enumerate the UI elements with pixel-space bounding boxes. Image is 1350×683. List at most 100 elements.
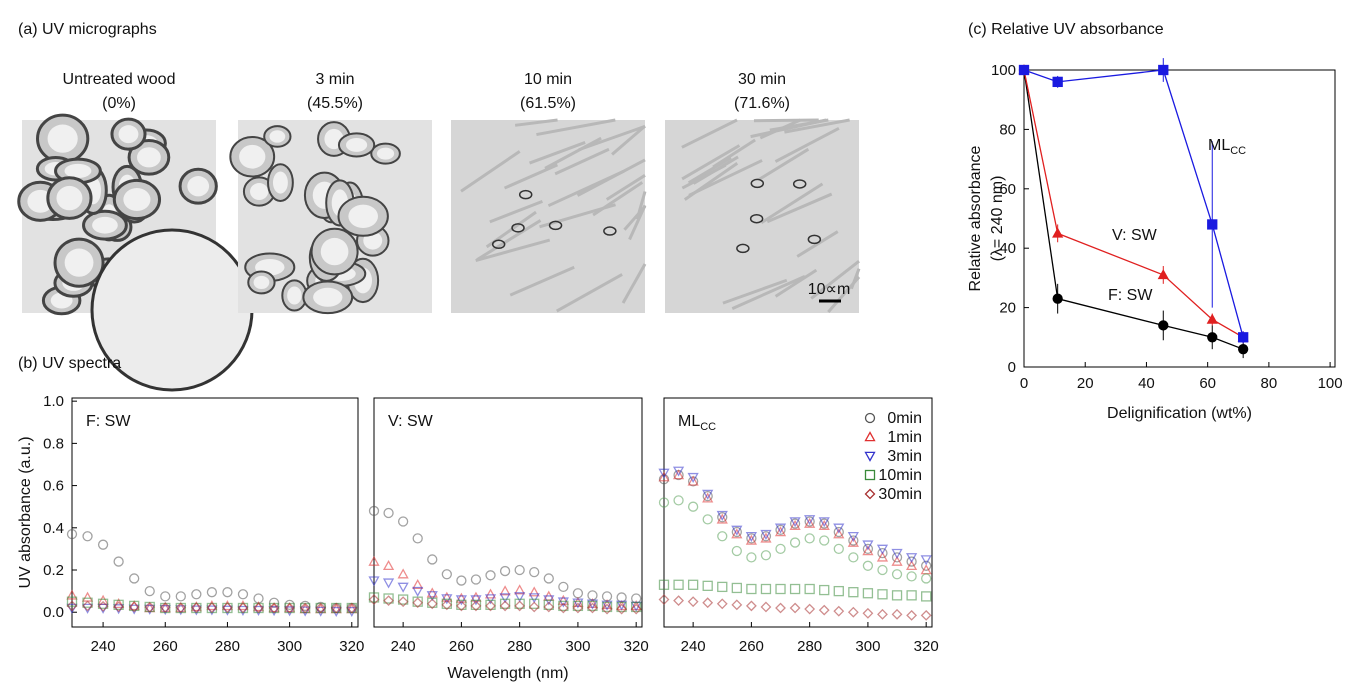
marker [702,514,713,525]
marker [1158,320,1169,331]
marker [427,554,438,565]
marker [616,601,627,613]
fiber [476,219,542,261]
x-tick-label: 80 [1261,375,1278,392]
fiber [760,182,824,225]
x-tick-label: 100 [1318,375,1343,392]
marker [702,580,713,591]
marker [877,608,888,620]
panel-title: (a) UV micrographs [18,21,157,38]
fiber [547,169,625,208]
marker [144,601,156,613]
marker [746,583,757,595]
marker [66,596,78,607]
marker [746,552,757,563]
marker [702,597,714,609]
marker [687,501,699,512]
panel-title: (b) UV spectra [18,355,121,372]
marker [819,584,830,596]
marker [616,600,628,611]
marker [847,531,859,543]
marker [159,601,171,613]
marker [658,468,670,479]
marker [672,469,685,480]
marker [82,600,93,612]
marker [368,592,380,603]
marker [906,609,918,621]
micrograph-texture [229,121,401,315]
marker [877,564,888,576]
marker [1158,64,1169,76]
x-tick-label: 40 [1138,375,1155,392]
marker [284,602,296,614]
image-caption-value: (71.6%) [734,95,790,112]
image-caption-value: (45.5%) [307,95,363,112]
image-caption: 30 min [738,71,786,88]
marker [485,570,496,581]
fiber [592,181,644,217]
marker [877,547,888,559]
marker [175,591,186,602]
marker [237,589,249,600]
marker [789,519,801,530]
particle [548,220,563,231]
marker [658,594,670,605]
marker [1206,313,1218,324]
fiber [784,118,850,134]
marker [862,588,874,599]
lumen [187,176,210,197]
lumen [348,204,379,228]
marker [237,602,249,614]
marker [906,571,917,582]
legend-marker [864,431,876,442]
plot-frame [71,397,359,628]
marker [470,574,482,585]
marker [1052,227,1064,238]
marker [572,602,584,614]
annotation-subscript: CC [1230,145,1246,157]
particle [749,213,764,224]
marker [346,602,358,614]
marker [128,601,140,613]
y-tick-label: 60 [999,181,1016,198]
y-axis-label: (λ= 240 nm) [989,176,1006,262]
fiber [827,275,861,313]
marker [1018,64,1030,76]
x-tick-label: 60 [1199,375,1216,392]
legend-marker [864,451,876,462]
fiber [529,141,586,165]
x-axis-label: Delignification (wt%) [1107,405,1252,422]
marker [818,604,830,616]
fiber [810,259,860,300]
marker [543,601,555,613]
legend-label: 1min [887,429,922,446]
micrograph-texture [681,118,861,313]
marker [315,606,327,617]
marker [382,559,395,571]
marker [528,593,540,604]
marker [97,539,109,550]
marker [891,555,903,566]
lumen [313,287,343,307]
marker [847,606,859,618]
marker [456,599,467,610]
marker [731,528,743,539]
marker [745,600,757,612]
marker [862,607,874,619]
marker [160,591,171,602]
marker [716,598,728,610]
marker [222,602,233,614]
marker [587,602,598,614]
marker [891,569,903,580]
annotation-text: ML [678,413,700,430]
marker [397,568,409,579]
marker [346,606,358,618]
marker [222,587,233,598]
marker [804,603,816,615]
x-tick-label: 300 [855,638,880,655]
marker [658,474,670,485]
fiber [692,155,739,185]
marker [876,544,889,555]
marker [426,598,438,610]
marker [630,603,642,615]
